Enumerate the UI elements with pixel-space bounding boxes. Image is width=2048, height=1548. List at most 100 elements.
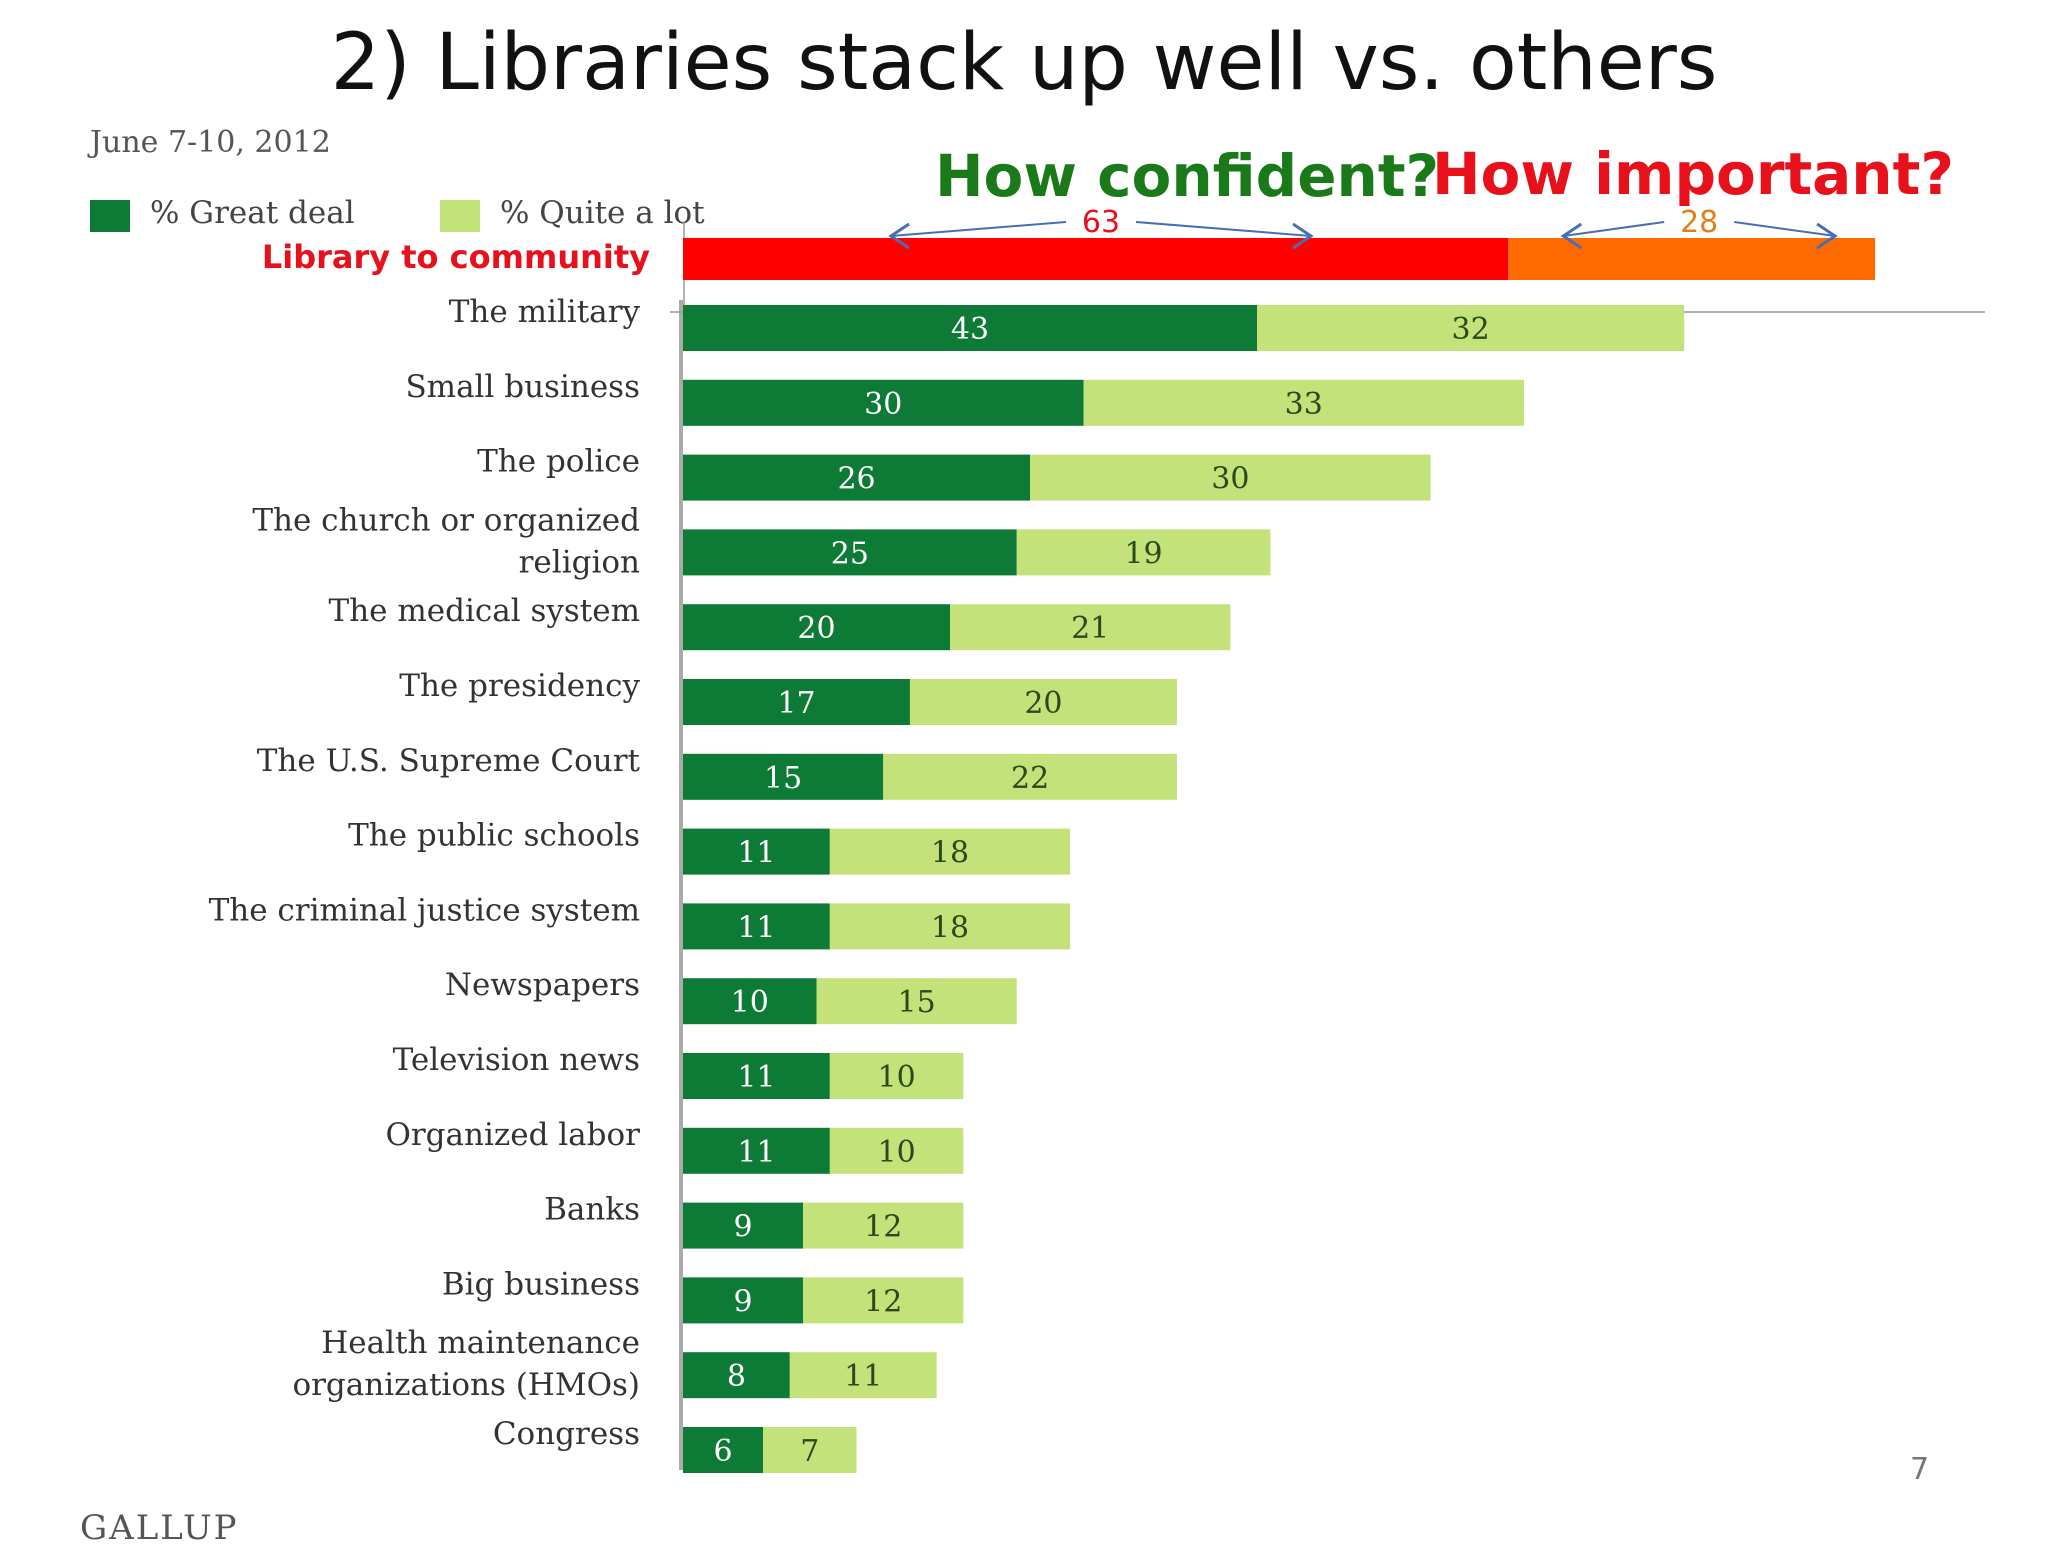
value-label-quite-a-lot: 33 — [1285, 387, 1323, 422]
library-important-arrow-left-shaft — [1563, 221, 1665, 237]
bar-quite-a-lot — [829, 1127, 964, 1174]
bar-quite-a-lot — [803, 1277, 964, 1324]
bar-quite-a-lot — [1030, 454, 1431, 501]
bar-great-deal — [683, 1427, 764, 1473]
category-label: The military — [449, 294, 641, 330]
value-label-quite-a-lot: 12 — [864, 1210, 902, 1245]
library-important-value-label: 28 — [1680, 205, 1718, 240]
category-label: The public schools — [348, 818, 640, 854]
library-confident-arrow-left-shaft — [890, 221, 1067, 237]
bar-great-deal — [683, 1277, 804, 1324]
library-important-bar — [1508, 238, 1876, 280]
value-label-quite-a-lot: 12 — [864, 1284, 902, 1319]
category-label: Television news — [393, 1042, 640, 1078]
bar-quite-a-lot — [816, 978, 1017, 1025]
bar-great-deal — [683, 1352, 790, 1399]
value-label-quite-a-lot: 22 — [1011, 761, 1049, 796]
bar-quite-a-lot — [789, 1352, 937, 1399]
library-important-arrow-right-shaft — [1734, 221, 1836, 237]
category-label: Banks — [544, 1192, 640, 1228]
bar-great-deal — [683, 305, 1258, 351]
value-label-great-deal: 6 — [714, 1434, 733, 1469]
bar-quite-a-lot — [829, 1053, 964, 1099]
bar-great-deal — [683, 1127, 830, 1174]
bar-great-deal — [683, 1202, 804, 1249]
bar-great-deal — [683, 828, 830, 875]
value-label-quite-a-lot: 10 — [878, 1135, 916, 1170]
page-number: 7 — [1910, 1452, 1930, 1487]
bar-quite-a-lot — [950, 604, 1231, 651]
value-label-great-deal: 30 — [864, 387, 902, 422]
library-important-arrow-right-head — [1816, 222, 1838, 250]
value-label-great-deal: 8 — [727, 1359, 746, 1394]
value-label-quite-a-lot: 21 — [1071, 611, 1109, 646]
bar-great-deal — [683, 978, 817, 1025]
value-label-great-deal: 26 — [837, 462, 875, 497]
how-confident-label: How confident? — [935, 142, 1440, 210]
how-important-label: How important? — [1432, 140, 1954, 208]
bar-great-deal — [683, 1053, 830, 1099]
value-label-quite-a-lot: 18 — [931, 836, 969, 871]
value-label-great-deal: 11 — [737, 1060, 775, 1095]
category-label: Newspapers — [445, 967, 640, 1003]
value-label-quite-a-lot: 7 — [800, 1434, 819, 1469]
value-label-quite-a-lot: 32 — [1452, 312, 1490, 347]
value-label-great-deal: 11 — [737, 910, 775, 945]
bar-great-deal — [683, 903, 830, 950]
value-label-quite-a-lot: 10 — [878, 1060, 916, 1095]
value-label-quite-a-lot: 30 — [1211, 462, 1249, 497]
legend-label-quite-a-lot: % Quite a lot — [500, 195, 705, 231]
value-label-great-deal: 9 — [734, 1210, 753, 1245]
library-confident-arrow-right-shaft — [1135, 221, 1312, 237]
bar-quite-a-lot — [883, 753, 1177, 800]
slide-title: 2) Libraries stack up well vs. others — [330, 18, 1718, 108]
value-label-great-deal: 15 — [764, 761, 802, 796]
value-label-quite-a-lot: 20 — [1024, 686, 1062, 721]
category-label: The police — [477, 444, 640, 480]
value-label-great-deal: 11 — [737, 1135, 775, 1170]
bar-great-deal — [683, 379, 1084, 426]
category-label: Congress — [493, 1416, 640, 1452]
bar-quite-a-lot — [803, 1202, 964, 1249]
category-label: The criminal justice system — [209, 892, 640, 928]
bar-quite-a-lot — [909, 679, 1177, 725]
library-important-arrow-left-head — [1560, 222, 1583, 250]
category-label: The church or organized religion — [252, 502, 640, 580]
library-confident-arrow-right-head — [1292, 222, 1314, 250]
value-label-great-deal: 20 — [797, 611, 835, 646]
value-label-great-deal: 43 — [951, 312, 989, 347]
value-label-great-deal: 10 — [731, 985, 769, 1020]
value-label-quite-a-lot: 19 — [1124, 536, 1162, 571]
value-label-great-deal: 11 — [737, 836, 775, 871]
library-confident-bar — [683, 238, 1509, 280]
bar-great-deal — [683, 604, 950, 651]
legend-swatch-great-deal — [90, 200, 130, 232]
category-label: Big business — [442, 1266, 640, 1302]
gallup-logo: GALLUP — [80, 1508, 239, 1548]
bar-great-deal — [683, 679, 910, 725]
value-label-quite-a-lot: 11 — [844, 1359, 882, 1394]
bar-quite-a-lot — [1257, 305, 1685, 351]
library-confident-arrow-left-head — [888, 222, 910, 250]
bar-quite-a-lot — [1083, 379, 1525, 426]
legend-label-great-deal: % Great deal — [150, 195, 355, 231]
value-label-great-deal: 9 — [734, 1284, 753, 1319]
category-label: Health maintenance organizations (HMOs) — [292, 1325, 640, 1403]
survey-date: June 7-10, 2012 — [90, 125, 331, 160]
bar-great-deal — [683, 454, 1031, 501]
value-label-quite-a-lot: 15 — [898, 985, 936, 1020]
category-label: The presidency — [399, 668, 640, 704]
bar-quite-a-lot — [1016, 529, 1271, 576]
bar-great-deal — [683, 529, 1017, 576]
category-label: Small business — [405, 369, 640, 405]
legend-swatch-quite-a-lot — [440, 200, 480, 232]
bar-great-deal — [683, 753, 884, 800]
bar-quite-a-lot — [829, 903, 1071, 950]
bar-quite-a-lot — [829, 828, 1071, 875]
bar-quite-a-lot — [763, 1427, 857, 1473]
category-label: Organized labor — [385, 1117, 640, 1153]
value-label-great-deal: 25 — [831, 536, 869, 571]
category-label: The medical system — [329, 593, 640, 629]
library-bar-label: Library to community — [261, 238, 650, 276]
